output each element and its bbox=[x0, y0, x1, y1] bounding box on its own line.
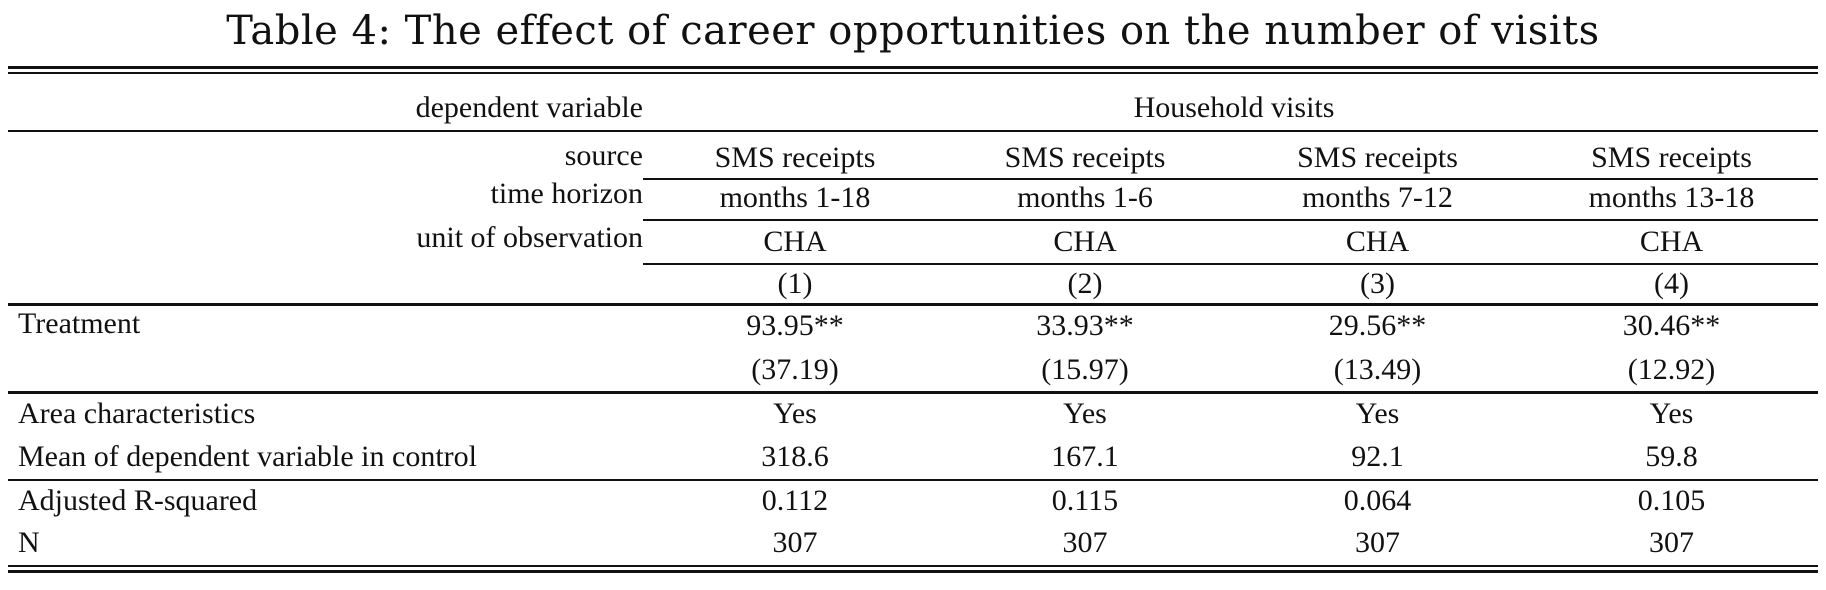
mean-rule bbox=[8, 479, 1818, 481]
time-horizon-col-1: months 1-18 bbox=[719, 181, 871, 214]
source-rule bbox=[643, 178, 1818, 180]
area-col-1: Yes bbox=[773, 397, 817, 430]
bottom-rule bbox=[8, 570, 1818, 573]
area-label: Area characteristics bbox=[18, 397, 256, 430]
source-col-2: SMS receipts bbox=[1004, 141, 1166, 174]
mean-col-4: 59.8 bbox=[1645, 440, 1698, 473]
r2-col-3: 0.064 bbox=[1343, 484, 1412, 517]
column-number-3: (3) bbox=[1360, 267, 1395, 300]
time-horizon-col-4: months 13-18 bbox=[1588, 181, 1755, 214]
time-horizon-col-3: months 7-12 bbox=[1302, 181, 1453, 214]
column-number-4: (4) bbox=[1654, 267, 1689, 300]
area-col-4: Yes bbox=[1649, 397, 1694, 430]
n-col-1: 307 bbox=[772, 526, 818, 559]
unit-col-4: CHA bbox=[1639, 225, 1704, 258]
time-horizon-label: time horizon bbox=[490, 177, 643, 210]
treatment-se-2: (15.97) bbox=[1041, 353, 1129, 386]
treatment-coef-3: 29.56** bbox=[1328, 309, 1427, 342]
unit-rule bbox=[643, 263, 1818, 265]
table-title: Table 4: The effect of career opportunit… bbox=[226, 8, 1600, 54]
source-col-1: SMS receipts bbox=[714, 141, 876, 174]
column-number-2: (2) bbox=[1067, 267, 1103, 300]
unit-col-1: CHA bbox=[763, 225, 827, 258]
unit-col-3: CHA bbox=[1345, 225, 1410, 258]
top-rule-inner bbox=[8, 72, 1818, 74]
treatment-coef-2: 33.93** bbox=[1036, 309, 1134, 342]
mean-label: Mean of dependent variable in control bbox=[18, 440, 477, 473]
n-col-2: 307 bbox=[1062, 526, 1108, 559]
time-horizon-rule bbox=[643, 219, 1818, 221]
source-col-3: SMS receipts bbox=[1297, 141, 1458, 174]
source-label: source bbox=[564, 139, 643, 172]
column-number-1: (1) bbox=[777, 267, 813, 300]
dependent-variable-value: Household visits bbox=[1133, 91, 1335, 124]
r2-col-4: 0.105 bbox=[1637, 484, 1706, 517]
unit-col-2: CHA bbox=[1053, 225, 1117, 258]
header-rule bbox=[8, 130, 1818, 132]
n-label: N bbox=[18, 526, 40, 559]
treatment-label: Treatment bbox=[18, 307, 141, 340]
mean-col-2: 167.1 bbox=[1051, 440, 1119, 473]
treatment-coef-1: 93.95** bbox=[746, 309, 844, 342]
mean-col-3: 92.1 bbox=[1351, 440, 1404, 473]
body-top-rule bbox=[8, 303, 1818, 306]
r2-col-2: 0.115 bbox=[1051, 484, 1119, 517]
treatment-se-4: (12.92) bbox=[1627, 353, 1716, 386]
n-col-4: 307 bbox=[1649, 526, 1694, 559]
dependent-variable-label: dependent variable bbox=[415, 91, 643, 124]
n-col-3: 307 bbox=[1355, 526, 1400, 559]
bottom-rule-inner bbox=[8, 565, 1818, 567]
treatment-rule bbox=[8, 391, 1818, 394]
area-col-2: Yes bbox=[1063, 397, 1107, 430]
unit-label: unit of observation bbox=[416, 221, 643, 254]
time-horizon-col-2: months 1-6 bbox=[1017, 181, 1153, 214]
r2-label: Adjusted R-squared bbox=[18, 484, 258, 517]
area-col-3: Yes bbox=[1355, 397, 1400, 430]
top-rule bbox=[8, 66, 1818, 69]
source-col-4: SMS receipts bbox=[1591, 141, 1752, 174]
r2-col-1: 0.112 bbox=[761, 484, 829, 517]
treatment-se-3: (13.49) bbox=[1333, 353, 1422, 386]
mean-col-1: 318.6 bbox=[761, 440, 829, 473]
treatment-se-1: (37.19) bbox=[751, 353, 839, 386]
treatment-coef-4: 30.46** bbox=[1622, 309, 1721, 342]
